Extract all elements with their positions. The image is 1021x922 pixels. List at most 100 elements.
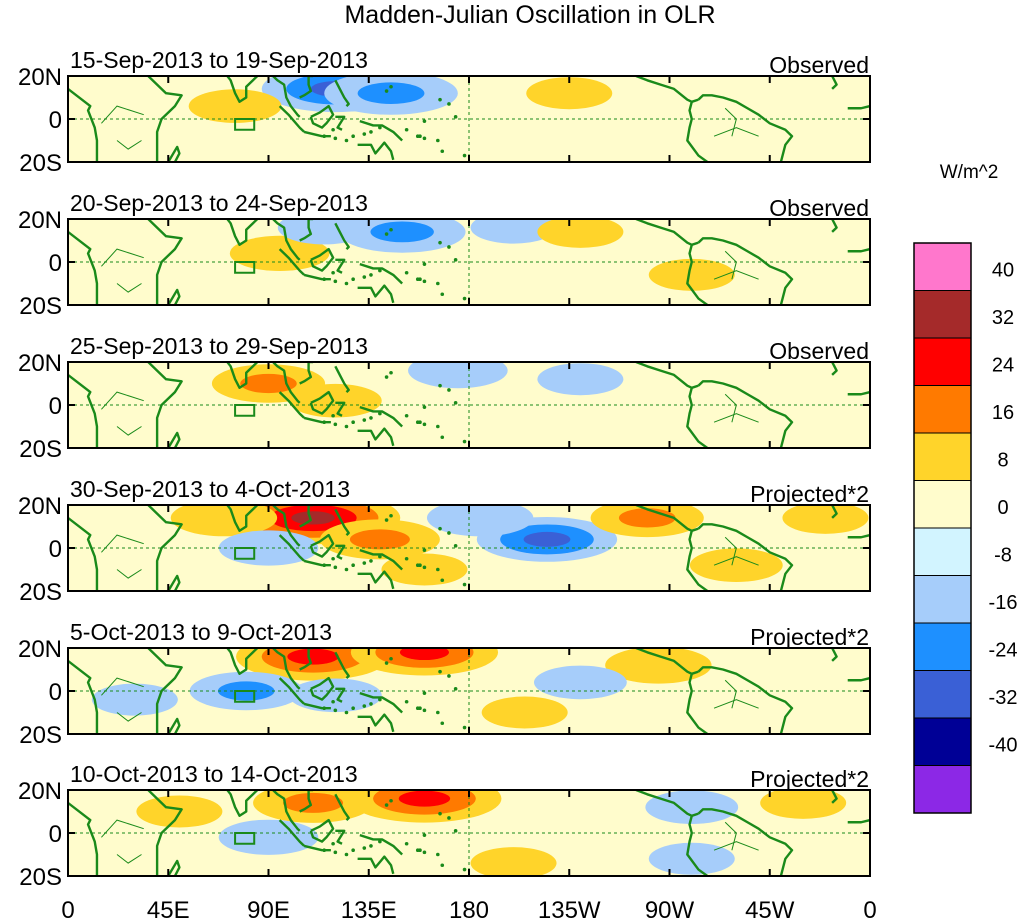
island: [462, 439, 467, 444]
coastline: [830, 505, 838, 519]
country-border: [116, 569, 142, 579]
island: [333, 279, 338, 284]
coastline: [299, 362, 314, 385]
island: [422, 262, 427, 266]
island: [378, 697, 382, 702]
panel-map: [68, 648, 870, 734]
colorbar-label: 24: [992, 355, 1014, 377]
island: [422, 119, 427, 123]
island: [344, 281, 349, 286]
x-tick-label: 45W: [745, 897, 795, 922]
island: [438, 97, 442, 102]
olr-anomaly-contour: [689, 548, 783, 582]
island: [384, 375, 389, 379]
coastline: [335, 544, 346, 560]
coastline: [271, 76, 301, 118]
panel-map: [68, 505, 870, 591]
coastline: [309, 533, 335, 558]
y-tick-label: 0: [49, 393, 62, 420]
island: [453, 258, 458, 262]
coastline: [271, 362, 301, 404]
coastline: [686, 530, 709, 591]
coastline: [299, 790, 314, 813]
coastline: [697, 380, 794, 448]
island: [389, 370, 393, 375]
island: [422, 833, 427, 837]
coastline: [697, 666, 794, 734]
olr-anomaly-contour: [398, 790, 451, 807]
colorbar-label: -16: [989, 592, 1018, 614]
island: [438, 526, 442, 531]
coastline: [147, 790, 183, 876]
coastline: [686, 673, 709, 734]
panels: 15-Sep-2013 to 19-Sep-2013 Observed20N020…: [18, 47, 871, 891]
coastline: [686, 101, 709, 162]
coastline: [271, 505, 301, 547]
colorbar-swatch: [913, 337, 972, 386]
coastline: [334, 222, 350, 250]
island: [322, 277, 326, 282]
island: [331, 841, 335, 846]
country-border: [101, 819, 144, 838]
colorbar-label: 16: [992, 402, 1014, 424]
island: [415, 420, 420, 425]
island: [440, 435, 445, 440]
coastline: [309, 104, 335, 129]
index-box: [234, 404, 256, 417]
island: [389, 84, 393, 89]
panel-6: 10-Oct-2013 to 14-Oct-2013 Projected*2 20N…: [18, 761, 871, 891]
coastline: [278, 534, 305, 562]
coastline: [847, 390, 870, 396]
olr-anomaly-contour: [287, 648, 339, 665]
panel-date-range: 20-Sep-2013 to 24-Sep-2013: [70, 190, 368, 216]
coastline: [299, 648, 314, 671]
olr-anomaly-contour: [408, 362, 508, 389]
island: [404, 841, 409, 846]
island: [333, 136, 338, 141]
country-border: [713, 699, 759, 709]
coastline: [303, 702, 331, 710]
colorbar-label: 32: [992, 307, 1014, 329]
panel-kind-label: Observed: [769, 52, 869, 78]
coastline: [303, 416, 331, 424]
island: [438, 383, 442, 388]
island: [331, 413, 335, 418]
country-border: [116, 140, 142, 150]
olr-anomaly-contour: [218, 819, 319, 855]
country-border: [713, 127, 759, 137]
coastline: [147, 76, 183, 162]
island: [331, 556, 335, 561]
coastline: [357, 570, 395, 590]
coastline: [271, 790, 301, 832]
island: [322, 420, 326, 425]
island: [389, 513, 393, 518]
olr-anomaly-contour: [648, 258, 735, 291]
island: [440, 578, 445, 583]
coastline: [357, 855, 395, 875]
island: [369, 273, 373, 277]
y-tick-label: 20S: [19, 579, 62, 606]
olr-anomaly-contour: [481, 696, 568, 729]
island: [422, 279, 427, 284]
island: [378, 268, 382, 273]
index-box: [234, 547, 256, 560]
island: [447, 531, 451, 535]
island: [344, 852, 349, 857]
coastline: [335, 258, 346, 274]
island: [422, 136, 427, 141]
y-tick-label: 20S: [19, 722, 62, 749]
olr-anomaly-contour: [291, 511, 335, 525]
coastline: [359, 406, 403, 428]
island: [384, 803, 389, 807]
panel-kind-label: Projected*2: [750, 481, 869, 507]
island: [378, 411, 382, 416]
island: [369, 702, 373, 706]
colorbar-label: -32: [989, 687, 1018, 709]
colorbar-swatch: [913, 480, 972, 529]
olr-anomaly-contour: [399, 648, 449, 661]
island: [333, 850, 338, 855]
olr-anomaly-contour: [370, 221, 434, 243]
island: [436, 567, 440, 572]
coastline: [68, 230, 99, 305]
colorbar-swatch: [913, 670, 972, 719]
